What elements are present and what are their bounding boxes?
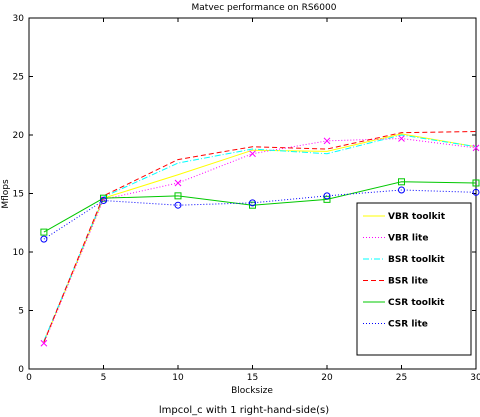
y-axis-label: Mflops xyxy=(1,179,11,209)
data-point-x-marker xyxy=(40,339,48,347)
legend-item: VBR lite xyxy=(363,234,428,244)
series-bsr-lite xyxy=(43,130,477,343)
legend-label: VBR toolkit xyxy=(388,212,446,222)
y-tick-label: 0 xyxy=(18,365,24,375)
data-point-square-marker xyxy=(472,179,480,187)
data-point-circle-marker xyxy=(249,199,256,207)
data-point-circle-marker xyxy=(472,188,480,196)
x-tick-label: 5 xyxy=(101,373,107,383)
x-tick-label: 30 xyxy=(470,373,480,383)
legend-item: VBR toolkit xyxy=(363,212,446,222)
y-tick-label: 25 xyxy=(13,73,24,83)
data-point-square-marker xyxy=(174,192,182,200)
legend-label: CSR lite xyxy=(388,320,428,330)
data-point-circle-marker xyxy=(100,197,107,205)
data-point-x-marker xyxy=(249,150,256,158)
data-point-square-marker xyxy=(323,195,331,203)
y-axis: 0 5 10 15 20 25 30 xyxy=(13,14,476,375)
series-csr-lite xyxy=(40,186,480,243)
x-tick-label: 25 xyxy=(396,373,407,383)
data-point-x-marker xyxy=(174,179,182,187)
series-line xyxy=(43,189,477,240)
x-tick-label: 15 xyxy=(247,373,258,383)
legend-item: CSR toolkit xyxy=(363,298,445,308)
y-tick-label: 30 xyxy=(13,14,25,24)
x-axis-label: Blocksize xyxy=(231,386,273,396)
series-line xyxy=(43,130,477,343)
series-csr-toolkit xyxy=(40,178,480,236)
data-point-circle-marker xyxy=(398,186,405,194)
chart-caption: lmpcol_c with 1 right-hand-side(s) xyxy=(159,405,329,416)
legend-label: VBR lite xyxy=(388,234,428,244)
data-point-x-marker xyxy=(472,144,480,152)
data-point-x-marker xyxy=(323,137,331,145)
legend-item: BSR lite xyxy=(363,277,428,287)
legend-item: CSR lite xyxy=(363,320,428,330)
data-point-circle-marker xyxy=(40,235,48,243)
chart-title: Matvec performance on RS6000 xyxy=(192,3,337,13)
y-tick-label: 10 xyxy=(13,248,25,258)
x-tick-label: 10 xyxy=(172,373,184,383)
data-point-circle-marker xyxy=(323,192,331,200)
legend-label: BSR lite xyxy=(388,277,428,287)
data-point-square-marker xyxy=(249,201,256,209)
y-tick-label: 5 xyxy=(18,307,24,317)
series-layer xyxy=(40,130,480,347)
data-point-circle-marker xyxy=(174,201,182,209)
legend-item: BSR toolkit xyxy=(363,255,445,265)
x-axis: 0 5 10 15 20 25 30 xyxy=(26,18,480,383)
data-point-x-marker xyxy=(398,135,405,142)
legend-label: CSR toolkit xyxy=(388,298,445,308)
y-tick-label: 15 xyxy=(13,190,24,200)
data-point-square-marker xyxy=(398,178,405,186)
data-point-square-marker xyxy=(100,194,107,202)
legend-label: BSR toolkit xyxy=(388,255,445,265)
legend-box xyxy=(356,202,472,356)
x-tick-label: 0 xyxy=(26,373,32,383)
x-tick-label: 20 xyxy=(321,373,333,383)
series-line xyxy=(43,181,477,233)
legend: VBR toolkit VBR lite BSR toolkit BSR lite CS… xyxy=(356,202,472,356)
data-point-square-marker xyxy=(40,228,48,236)
series-vbr-lite xyxy=(40,135,480,347)
y-tick-label: 20 xyxy=(13,131,25,141)
